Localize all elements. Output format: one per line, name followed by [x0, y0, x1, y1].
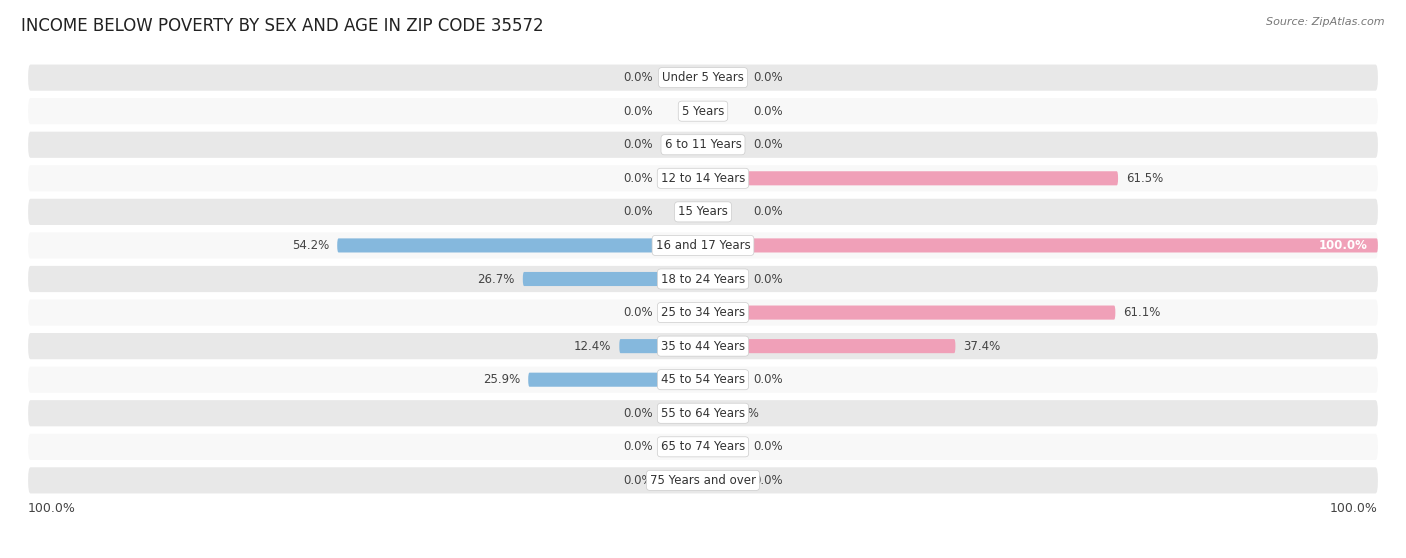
Text: 26.7%: 26.7% — [477, 272, 515, 286]
Text: 0.0%: 0.0% — [623, 205, 652, 218]
Text: Source: ZipAtlas.com: Source: ZipAtlas.com — [1267, 17, 1385, 27]
Text: 65 to 74 Years: 65 to 74 Years — [661, 440, 745, 453]
Text: 54.2%: 54.2% — [292, 239, 329, 252]
Text: 25 to 34 Years: 25 to 34 Years — [661, 306, 745, 319]
Text: 55 to 64 Years: 55 to 64 Years — [661, 407, 745, 420]
Text: 0.0%: 0.0% — [623, 474, 652, 487]
FancyBboxPatch shape — [703, 406, 721, 420]
FancyBboxPatch shape — [703, 339, 956, 353]
FancyBboxPatch shape — [523, 272, 703, 286]
Text: 0.0%: 0.0% — [623, 105, 652, 118]
Text: 12.4%: 12.4% — [574, 340, 612, 353]
Text: 75 Years and over: 75 Years and over — [650, 474, 756, 487]
Text: 61.1%: 61.1% — [1123, 306, 1161, 319]
Text: 18 to 24 Years: 18 to 24 Years — [661, 272, 745, 286]
Text: 15 Years: 15 Years — [678, 205, 728, 218]
Text: 100.0%: 100.0% — [1330, 502, 1378, 515]
Legend: Male, Female: Male, Female — [630, 554, 776, 558]
FancyBboxPatch shape — [703, 171, 1118, 185]
Text: 0.0%: 0.0% — [754, 105, 783, 118]
Text: 61.5%: 61.5% — [1126, 172, 1163, 185]
FancyBboxPatch shape — [28, 400, 1378, 426]
Text: 6 to 11 Years: 6 to 11 Years — [665, 138, 741, 151]
Text: 0.0%: 0.0% — [754, 272, 783, 286]
Text: 5 Years: 5 Years — [682, 105, 724, 118]
Text: 0.0%: 0.0% — [754, 474, 783, 487]
FancyBboxPatch shape — [28, 367, 1378, 393]
Text: 100.0%: 100.0% — [28, 502, 76, 515]
Text: 12 to 14 Years: 12 to 14 Years — [661, 172, 745, 185]
FancyBboxPatch shape — [28, 199, 1378, 225]
FancyBboxPatch shape — [337, 238, 703, 252]
Text: 0.0%: 0.0% — [754, 205, 783, 218]
FancyBboxPatch shape — [28, 300, 1378, 326]
Text: 0.0%: 0.0% — [754, 440, 783, 453]
Text: 0.0%: 0.0% — [623, 407, 652, 420]
Text: Under 5 Years: Under 5 Years — [662, 71, 744, 84]
FancyBboxPatch shape — [28, 132, 1378, 158]
FancyBboxPatch shape — [28, 434, 1378, 460]
Text: 0.0%: 0.0% — [623, 138, 652, 151]
FancyBboxPatch shape — [28, 266, 1378, 292]
Text: 0.0%: 0.0% — [754, 71, 783, 84]
FancyBboxPatch shape — [28, 165, 1378, 191]
FancyBboxPatch shape — [703, 306, 1115, 320]
Text: INCOME BELOW POVERTY BY SEX AND AGE IN ZIP CODE 35572: INCOME BELOW POVERTY BY SEX AND AGE IN Z… — [21, 17, 544, 35]
Text: 37.4%: 37.4% — [963, 340, 1001, 353]
Text: 0.0%: 0.0% — [754, 373, 783, 386]
FancyBboxPatch shape — [28, 333, 1378, 359]
Text: 2.7%: 2.7% — [730, 407, 759, 420]
FancyBboxPatch shape — [703, 238, 1378, 252]
FancyBboxPatch shape — [529, 373, 703, 387]
Text: 0.0%: 0.0% — [623, 306, 652, 319]
Text: 0.0%: 0.0% — [623, 71, 652, 84]
Text: 25.9%: 25.9% — [482, 373, 520, 386]
Text: 45 to 54 Years: 45 to 54 Years — [661, 373, 745, 386]
Text: 35 to 44 Years: 35 to 44 Years — [661, 340, 745, 353]
FancyBboxPatch shape — [28, 232, 1378, 258]
Text: 0.0%: 0.0% — [754, 138, 783, 151]
FancyBboxPatch shape — [619, 339, 703, 353]
FancyBboxPatch shape — [28, 98, 1378, 124]
Text: 100.0%: 100.0% — [1319, 239, 1368, 252]
Text: 0.0%: 0.0% — [623, 172, 652, 185]
FancyBboxPatch shape — [28, 467, 1378, 493]
FancyBboxPatch shape — [28, 65, 1378, 91]
Text: 0.0%: 0.0% — [623, 440, 652, 453]
Text: 16 and 17 Years: 16 and 17 Years — [655, 239, 751, 252]
